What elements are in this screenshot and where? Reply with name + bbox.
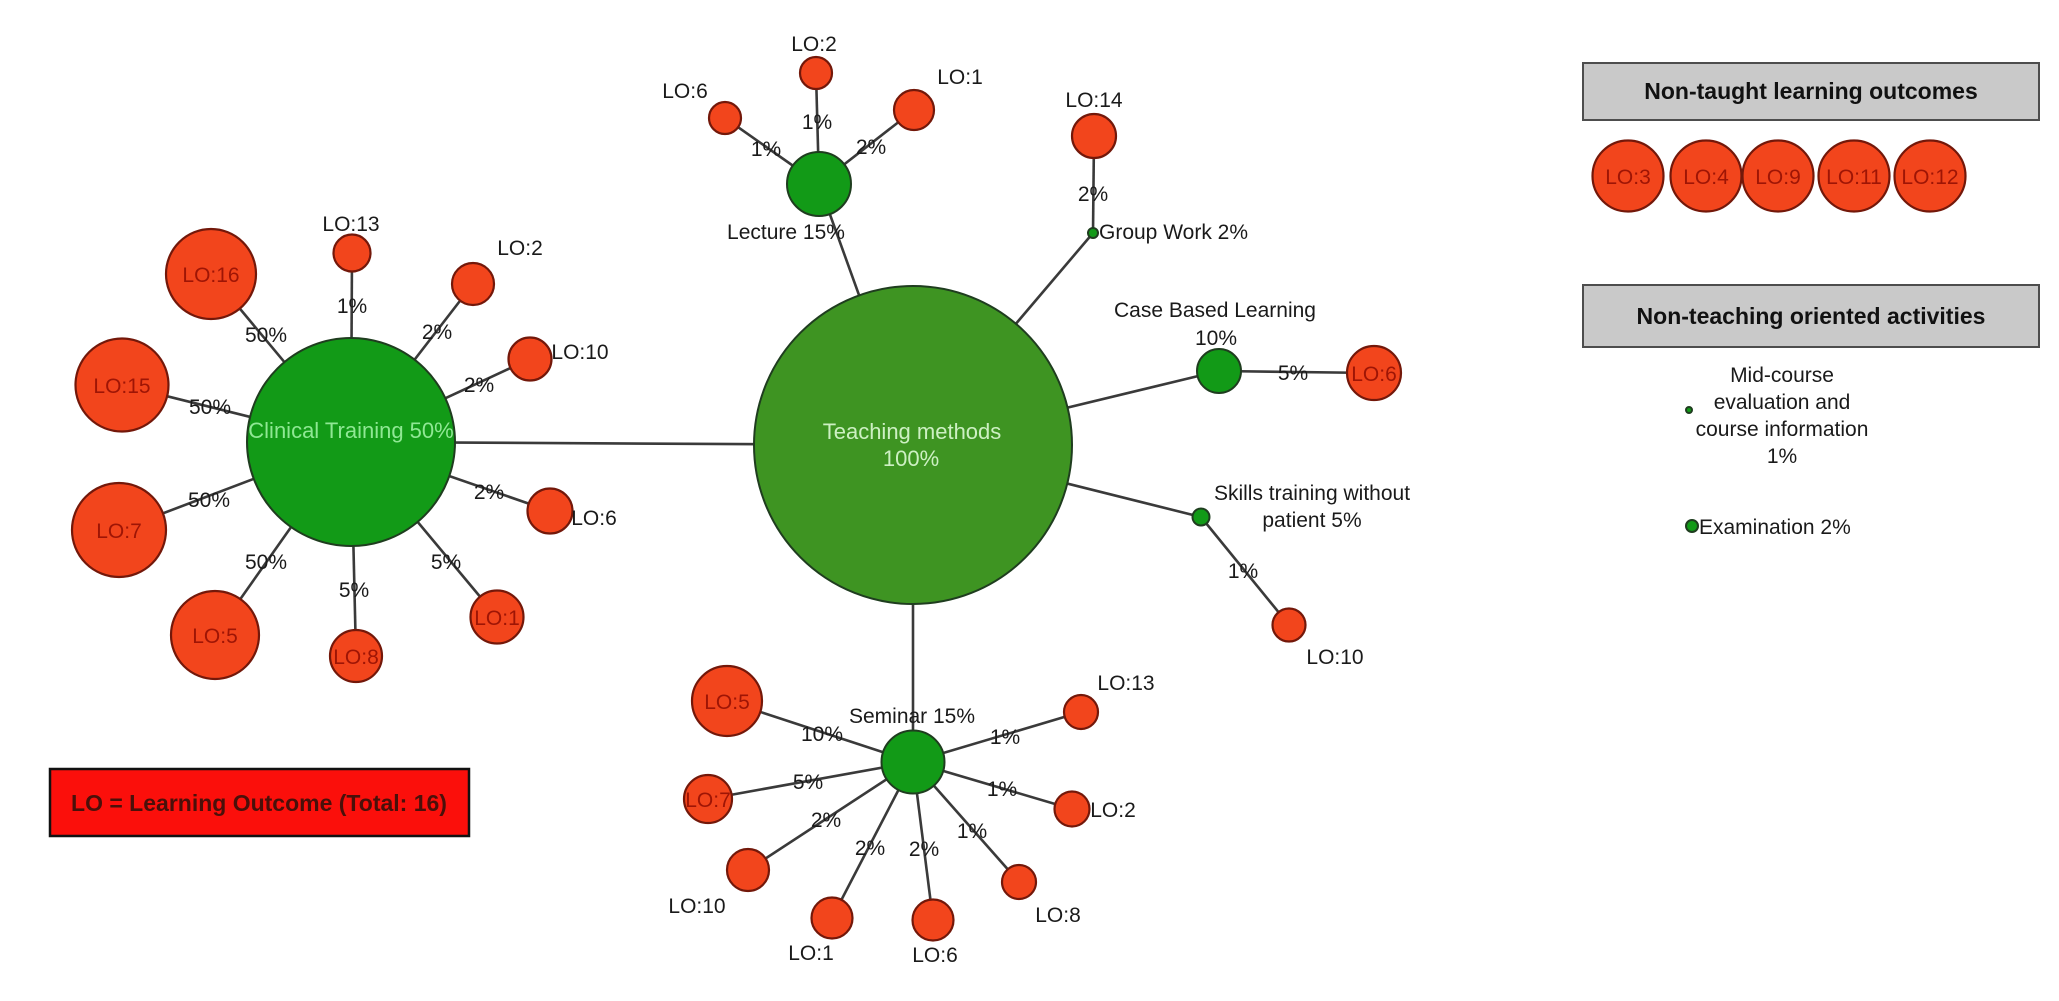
svg-text:LO:6: LO:6 — [912, 944, 958, 967]
svg-text:LO:8: LO:8 — [1035, 904, 1081, 927]
svg-text:5%: 5% — [431, 551, 461, 574]
svg-text:1%: 1% — [1228, 560, 1258, 583]
svg-text:2%: 2% — [422, 321, 452, 344]
svg-text:50%: 50% — [188, 489, 230, 512]
svg-text:Mid-course: Mid-course — [1730, 364, 1834, 387]
svg-text:Teaching methods: Teaching methods — [823, 419, 1002, 444]
svg-text:LO:10: LO:10 — [551, 341, 608, 364]
svg-text:50%: 50% — [245, 551, 287, 574]
svg-text:Clinical Training 50%: Clinical Training 50% — [248, 418, 453, 443]
svg-text:LO:12: LO:12 — [1901, 166, 1958, 189]
svg-text:LO:2: LO:2 — [1090, 799, 1136, 822]
svg-text:LO:6: LO:6 — [571, 507, 617, 530]
svg-text:10%: 10% — [1195, 327, 1237, 350]
svg-text:2%: 2% — [1078, 183, 1108, 206]
svg-text:LO:7: LO:7 — [685, 789, 731, 812]
svg-text:LO:4: LO:4 — [1683, 166, 1729, 189]
svg-text:2%: 2% — [464, 374, 494, 397]
svg-text:5%: 5% — [793, 771, 823, 794]
svg-text:5%: 5% — [339, 579, 369, 602]
svg-text:LO:8: LO:8 — [333, 646, 379, 669]
svg-text:LO:5: LO:5 — [704, 691, 750, 714]
svg-text:LO:11: LO:11 — [1826, 166, 1882, 189]
svg-text:5%: 5% — [1278, 362, 1308, 385]
svg-text:evaluation and: evaluation and — [1714, 391, 1851, 414]
svg-text:Lecture 15%: Lecture 15% — [727, 221, 845, 244]
svg-text:LO:1: LO:1 — [474, 607, 520, 630]
svg-text:LO:13: LO:13 — [1097, 672, 1154, 695]
svg-text:Group Work 2%: Group Work 2% — [1099, 221, 1248, 244]
svg-text:LO:9: LO:9 — [1755, 166, 1801, 189]
svg-text:Seminar 15%: Seminar 15% — [849, 705, 975, 728]
svg-text:2%: 2% — [909, 838, 939, 861]
svg-text:LO:2: LO:2 — [497, 237, 543, 260]
svg-text:LO:2: LO:2 — [791, 33, 837, 56]
svg-text:1%: 1% — [751, 138, 781, 161]
svg-text:LO:13: LO:13 — [322, 213, 379, 236]
svg-text:patient 5%: patient 5% — [1262, 509, 1361, 532]
svg-text:10%: 10% — [801, 723, 843, 746]
svg-text:LO:3: LO:3 — [1605, 166, 1651, 189]
svg-text:2%: 2% — [811, 809, 841, 832]
svg-text:1%: 1% — [1767, 445, 1797, 468]
svg-text:LO:6: LO:6 — [662, 80, 708, 103]
svg-text:Skills training without: Skills training without — [1214, 482, 1410, 505]
svg-text:1%: 1% — [990, 726, 1020, 749]
svg-text:1%: 1% — [337, 295, 367, 318]
svg-text:1%: 1% — [987, 778, 1017, 801]
svg-text:Non-teaching oriented activiti: Non-teaching oriented activities — [1637, 303, 1986, 329]
svg-text:2%: 2% — [855, 837, 885, 860]
svg-text:LO = Learning Outcome (Total:: LO = Learning Outcome (Total: 16) — [71, 790, 447, 816]
svg-text:1%: 1% — [957, 820, 987, 843]
svg-text:Case Based Learning: Case Based Learning — [1114, 299, 1316, 322]
svg-text:50%: 50% — [245, 324, 287, 347]
svg-text:LO:15: LO:15 — [93, 375, 150, 398]
svg-text:course information: course information — [1696, 418, 1869, 441]
svg-text:LO:5: LO:5 — [192, 625, 238, 648]
svg-text:LO:10: LO:10 — [668, 895, 725, 918]
svg-text:2%: 2% — [856, 136, 886, 159]
svg-text:Non-taught learning outcomes: Non-taught learning outcomes — [1644, 78, 1978, 104]
svg-text:Examination 2%: Examination 2% — [1699, 516, 1851, 539]
svg-text:LO:10: LO:10 — [1306, 646, 1363, 669]
svg-text:50%: 50% — [189, 396, 231, 419]
svg-text:LO:14: LO:14 — [1065, 89, 1123, 112]
svg-text:LO:16: LO:16 — [182, 264, 239, 287]
svg-text:LO:1: LO:1 — [788, 942, 834, 965]
svg-text:LO:1: LO:1 — [937, 66, 983, 89]
svg-text:LO:7: LO:7 — [96, 520, 142, 543]
svg-text:100%: 100% — [883, 446, 939, 471]
svg-text:1%: 1% — [802, 111, 832, 134]
svg-text:LO:6: LO:6 — [1351, 363, 1397, 386]
svg-text:2%: 2% — [474, 481, 504, 504]
